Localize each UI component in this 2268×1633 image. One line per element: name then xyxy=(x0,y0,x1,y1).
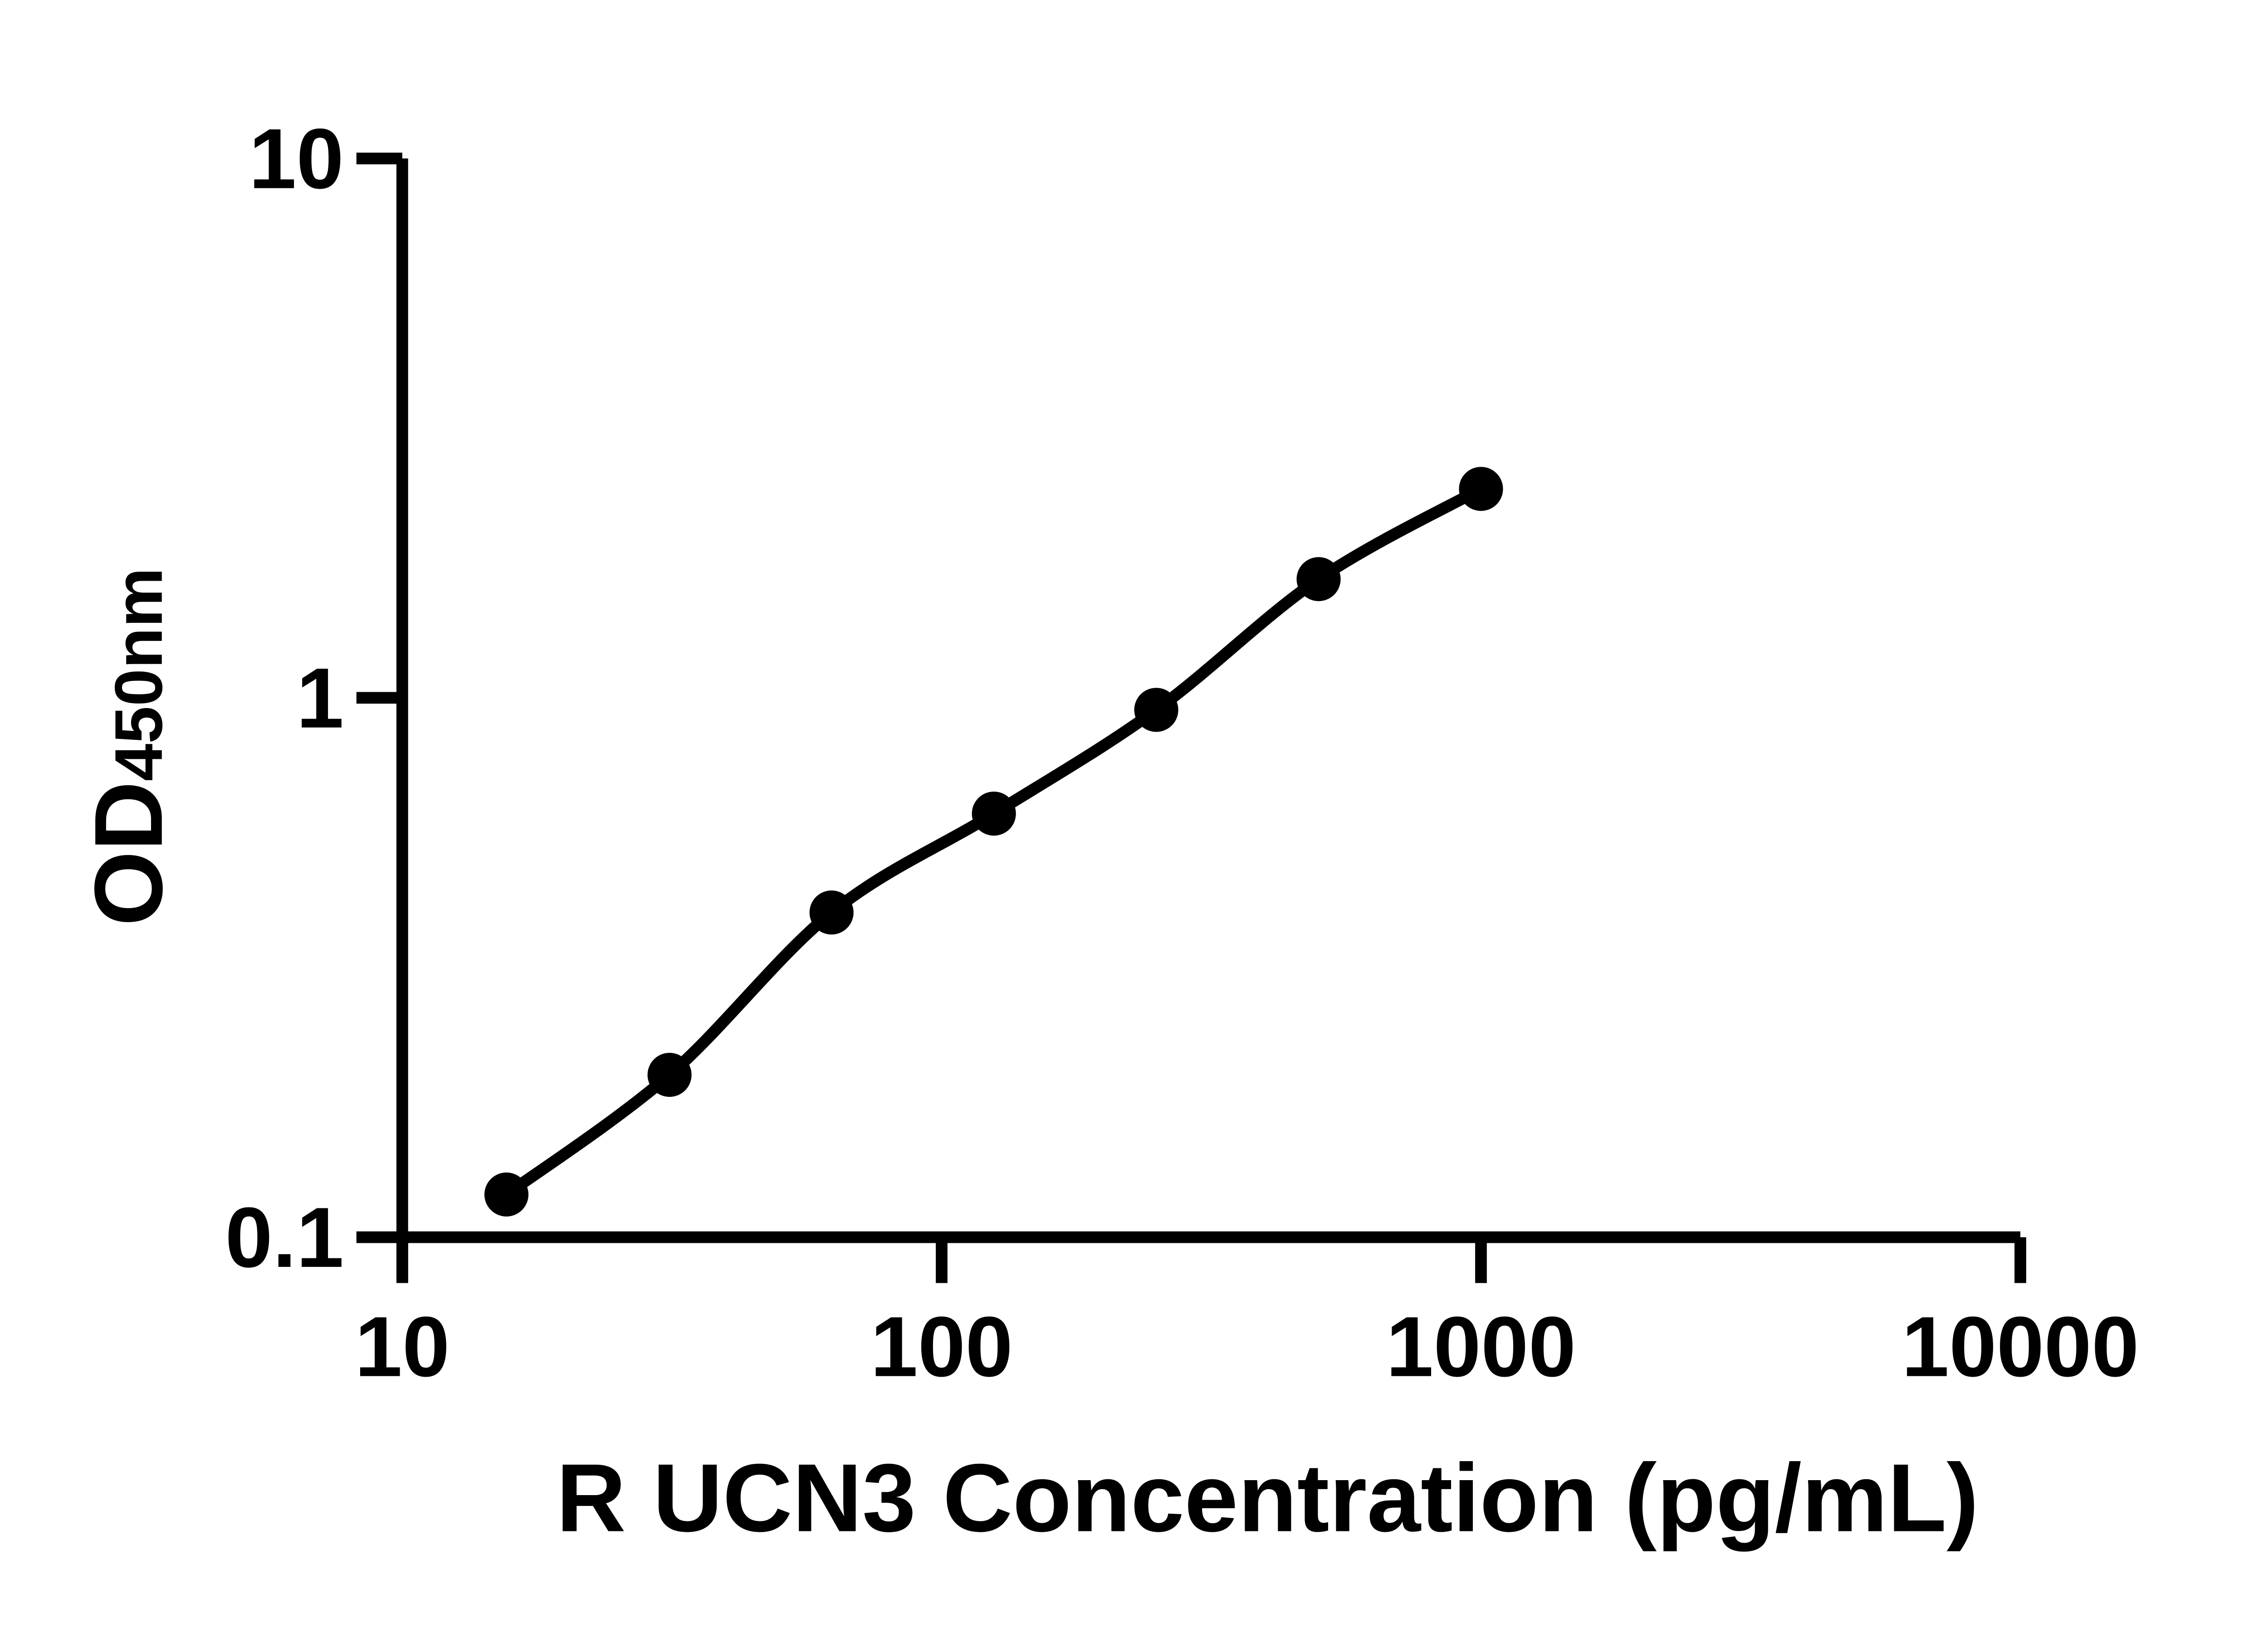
x-tick-label: 100 xyxy=(870,1299,1013,1394)
y-axis-title: OD450nm xyxy=(75,567,183,926)
y-tick-label: 10 xyxy=(249,111,344,206)
y-tick-label: 1 xyxy=(296,650,344,746)
axis-ticks xyxy=(356,152,2026,1283)
data-point xyxy=(484,1172,529,1217)
data-point xyxy=(972,792,1016,836)
data-point xyxy=(1296,557,1341,601)
data-point xyxy=(1459,467,1503,511)
y-axis-title-subscript: 450nm xyxy=(101,567,176,781)
x-tick-label: 10 xyxy=(355,1299,450,1394)
data-point xyxy=(809,890,854,935)
x-tick-label: 1000 xyxy=(1386,1299,1576,1394)
axes xyxy=(396,158,2021,1283)
y-axis-title-main: OD xyxy=(75,781,183,926)
data-point xyxy=(647,1052,692,1097)
x-tick-label: 10000 xyxy=(1901,1299,2139,1394)
data-point xyxy=(1134,688,1178,732)
x-axis-title: R UCN3 Concentration (pg/mL) xyxy=(556,1444,1979,1552)
data-points xyxy=(484,467,1503,1217)
y-tick-label: 0.1 xyxy=(225,1190,344,1285)
